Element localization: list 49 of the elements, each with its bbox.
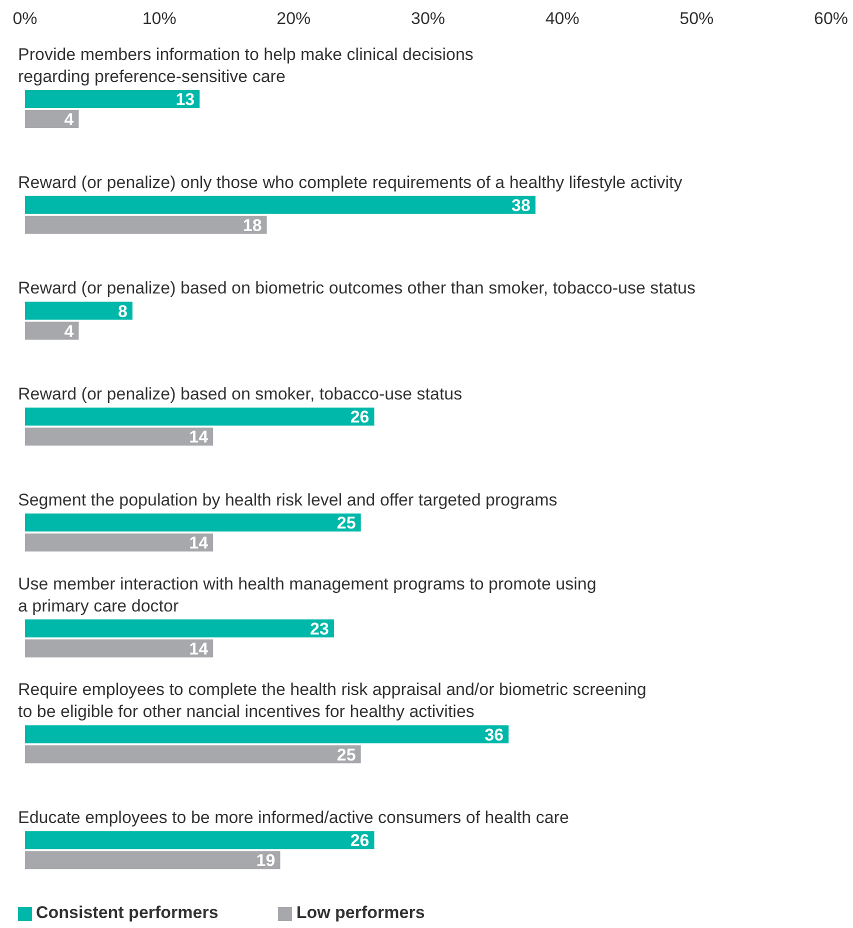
bar (25, 619, 334, 638)
data-label: 14 (189, 428, 209, 447)
y-tick-label: Reward (or penalize) based on smoker, tobacco-use status (18, 384, 462, 404)
bar (25, 725, 509, 744)
bar (25, 90, 200, 108)
data-label: 4 (64, 110, 74, 130)
y-tick-label: Reward (or penalize) only those who complete requirements of a healthy lifestyle activity (18, 172, 683, 192)
x-tick-label: 30% (410, 9, 446, 28)
legend-label: Low performers (296, 903, 425, 922)
bar (25, 408, 374, 426)
bar (25, 534, 214, 552)
x-tick-label: 40% (545, 9, 580, 28)
legend-label: Consistent performers (36, 903, 218, 922)
data-label: 14 (189, 534, 209, 553)
y-tick-label: Segment the population by health risk level and offer targeted programs (18, 490, 558, 510)
bar (25, 851, 280, 870)
y-tick-label: Require employees to complete the health risk appraisal and/or biometric screening to be eligible for other nancial incentives for healthy activities (18, 680, 646, 722)
x-tick-label: 0% (12, 9, 38, 28)
bar (25, 216, 267, 234)
bar (25, 639, 214, 658)
data-label: 4 (64, 322, 74, 341)
data-label: 25 (336, 745, 356, 764)
x-tick-label: 60% (814, 9, 848, 28)
x-tick-label: 10% (142, 9, 176, 28)
bar (25, 302, 132, 320)
data-label: 25 (336, 514, 356, 533)
bar (25, 322, 79, 340)
data-label: 26 (350, 408, 370, 427)
bar (25, 110, 79, 128)
bar (25, 514, 361, 532)
bar (25, 428, 214, 446)
data-label: 8 (118, 302, 128, 321)
data-label: 19 (256, 851, 276, 870)
y-tick-label: Use member interaction with health management programs to promote using a primary care doctor (18, 574, 596, 616)
data-label: 26 (350, 831, 370, 850)
y-tick-label: Educate employees to be more informed/active consumers of health care (18, 808, 569, 828)
bar (25, 831, 374, 850)
data-label: 18 (242, 216, 262, 235)
x-tick-label: 50% (680, 9, 714, 28)
y-tick-label: Reward (or penalize) based on biometric outcomes other than smoker, tobacco-use status (18, 278, 696, 298)
data-label: 36 (484, 725, 504, 744)
bar (25, 196, 536, 214)
data-label: 23 (310, 619, 329, 638)
data-label: 38 (512, 196, 530, 215)
data-label: 13 (176, 90, 195, 110)
y-tick-label: Provide members information to help make clinical decisions regarding preference-sensitive care (18, 44, 474, 86)
data-label: 14 (189, 639, 209, 658)
x-tick-label: 20% (276, 9, 311, 28)
bar (25, 745, 361, 764)
